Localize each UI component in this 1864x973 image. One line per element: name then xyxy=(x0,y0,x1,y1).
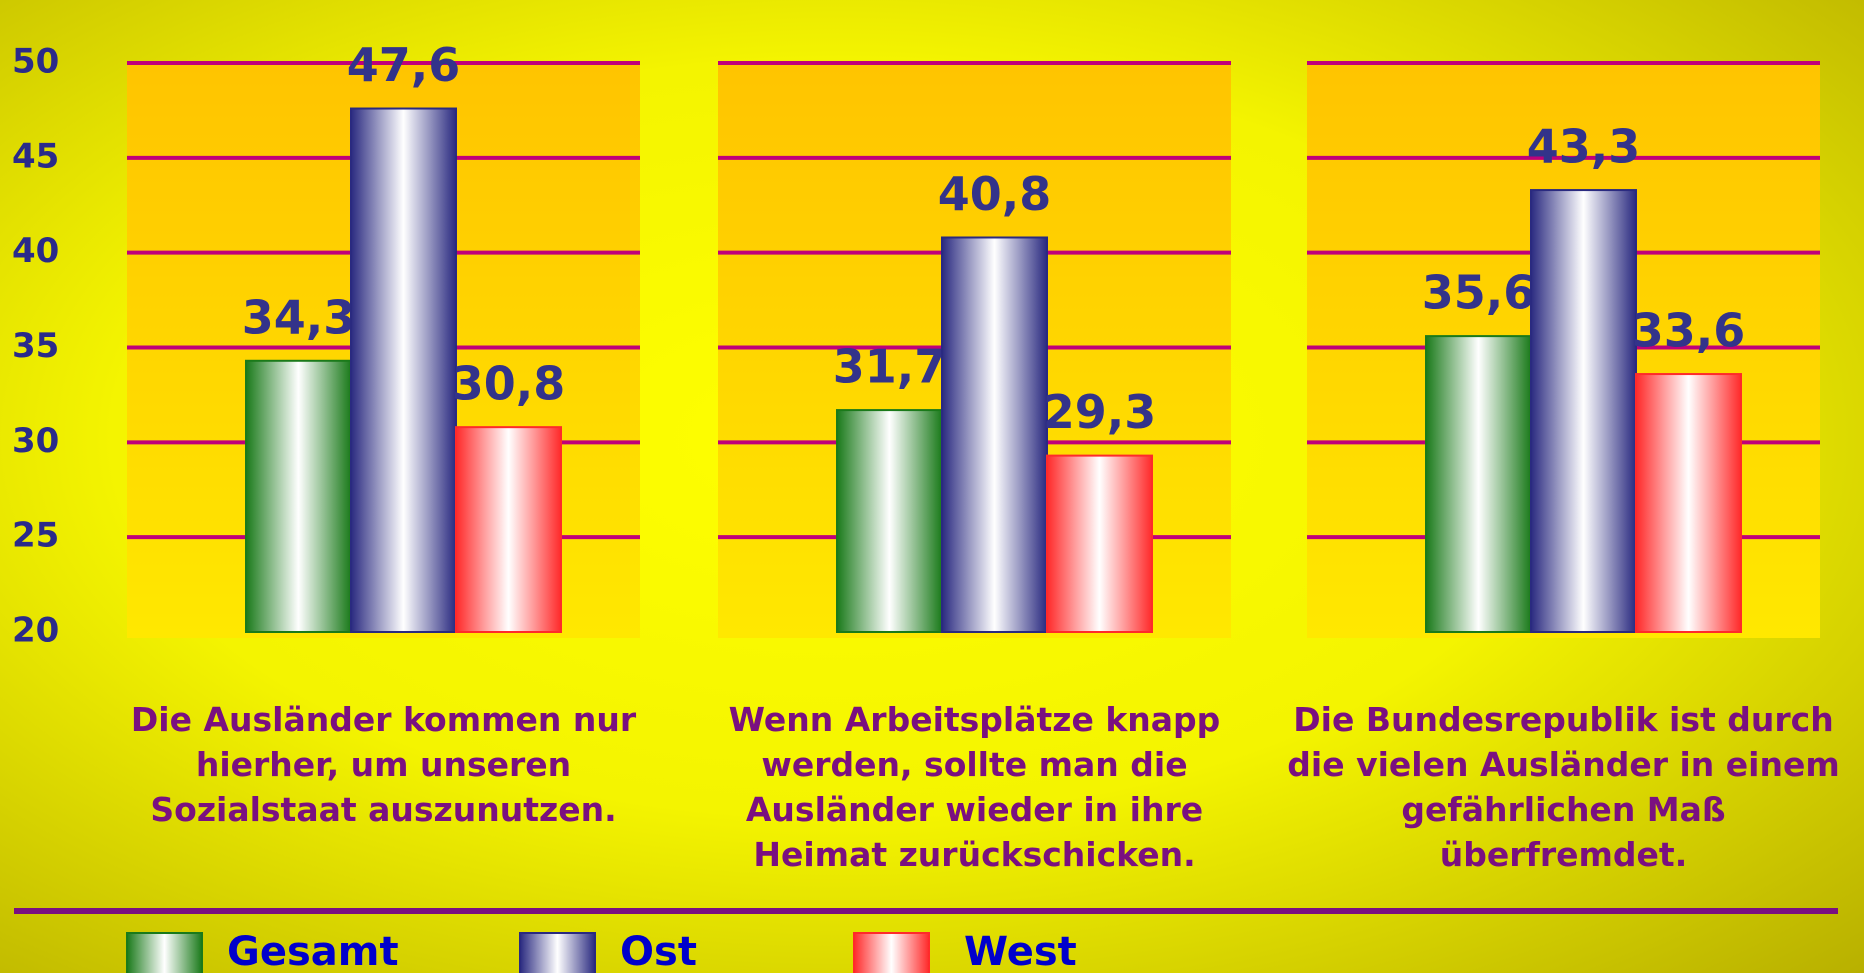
y-tick-label: 25 xyxy=(12,516,59,556)
value-label: 47,6 xyxy=(347,38,461,92)
y-tick-label: 50 xyxy=(12,42,59,82)
category-label: Die Ausländer kommen nur hierher, um uns… xyxy=(130,700,637,829)
y-tick-label: 35 xyxy=(12,326,59,366)
bar xyxy=(1530,189,1637,633)
value-label: 30,8 xyxy=(452,357,566,411)
legend-label: Ost xyxy=(620,929,697,973)
legend-swatch xyxy=(519,932,596,973)
value-label: 43,3 xyxy=(1527,120,1641,174)
bar xyxy=(836,409,943,633)
bar xyxy=(245,359,352,633)
value-label: 33,6 xyxy=(1632,304,1746,358)
legend-swatch xyxy=(126,932,203,973)
value-label: 31,7 xyxy=(833,340,947,394)
bar xyxy=(350,107,457,633)
category-label: Die Bundesrepublik ist durch die vielen … xyxy=(1287,700,1840,874)
bar xyxy=(455,426,562,633)
bar xyxy=(1046,454,1153,633)
legend-label: West xyxy=(964,929,1077,973)
bar xyxy=(1425,335,1532,633)
legend-swatch xyxy=(853,932,930,973)
y-tick-label: 45 xyxy=(12,136,59,176)
bar xyxy=(1635,373,1742,633)
y-tick-label: 30 xyxy=(12,421,59,461)
legend-label: Gesamt xyxy=(227,929,399,973)
bar xyxy=(941,236,1048,633)
y-tick-label: 40 xyxy=(12,231,59,271)
value-label: 35,6 xyxy=(1422,266,1536,320)
value-label: 40,8 xyxy=(938,167,1052,221)
value-label: 29,3 xyxy=(1043,385,1157,439)
value-label: 34,3 xyxy=(242,290,356,344)
y-tick-label: 20 xyxy=(12,611,59,651)
category-label: Wenn Arbeitsplätze knapp werden, sollte … xyxy=(728,700,1221,874)
